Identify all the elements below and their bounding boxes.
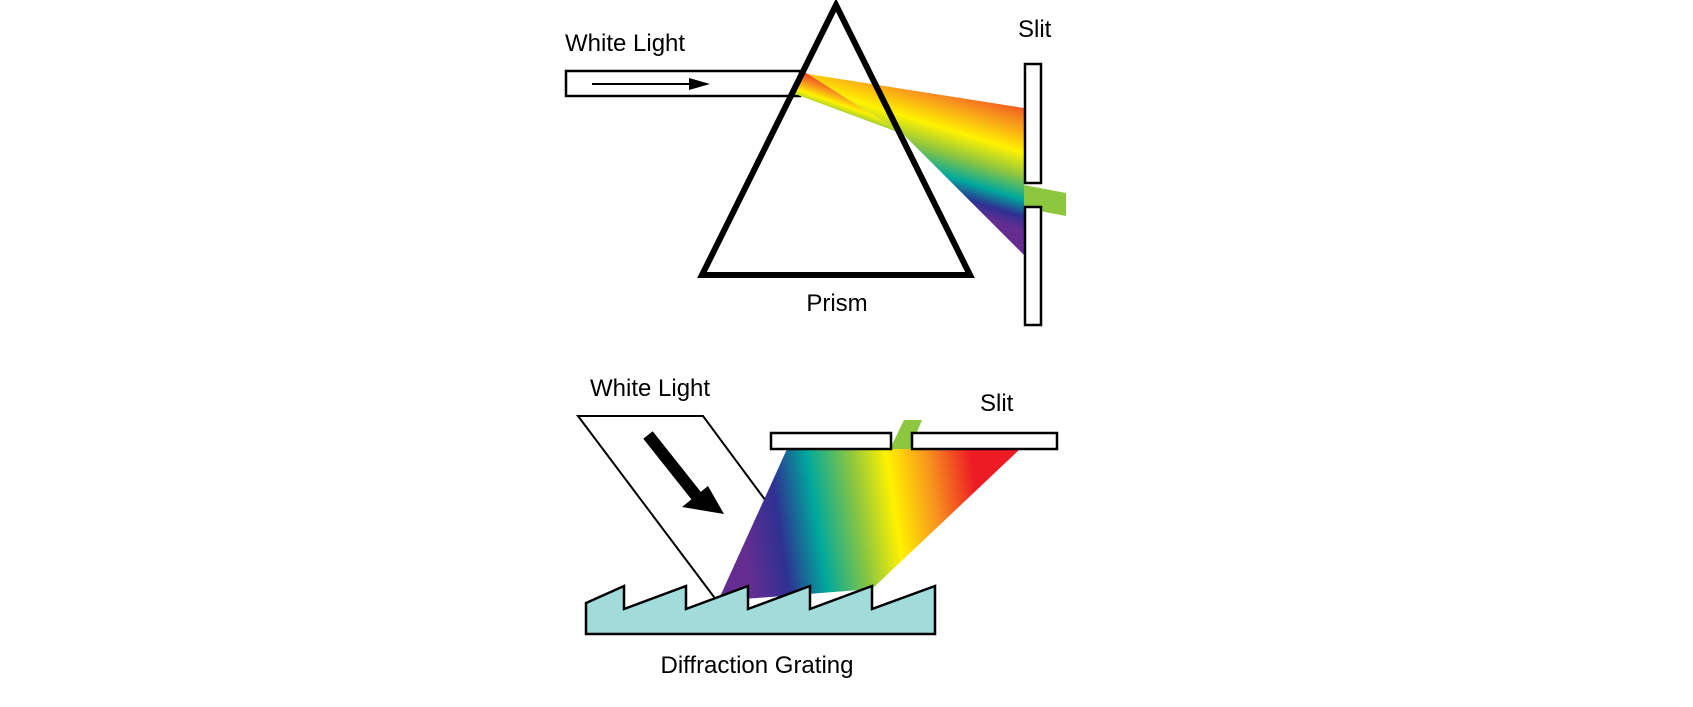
grating-white-light-label: White Light — [590, 375, 710, 402]
grating-slit-right-bar — [910, 431, 1059, 451]
prism-slit-label: Slit — [1018, 16, 1052, 43]
prism-label: Prism — [806, 290, 867, 317]
grating-diagram: White Light Slit Diffraction Grating — [575, 375, 1059, 679]
grating-transmitted-green-band — [890, 420, 922, 449]
prism-white-light-label: White Light — [565, 30, 685, 57]
grating-light-direction-arrow — [643, 431, 724, 514]
prism-internal-spectrum — [795, 72, 903, 134]
prism-light-direction-arrow — [592, 78, 710, 90]
prism-exit-spectrum-fan — [808, 74, 1024, 255]
prism-slit-lower-bar — [1023, 205, 1043, 327]
prism-slit-upper-bar — [1023, 62, 1043, 185]
grating-diffracted-spectrum-fan — [718, 449, 1020, 601]
diffraction-grating-label: Diffraction Grating — [661, 652, 854, 679]
grating-slit-label: Slit — [980, 390, 1014, 417]
prism-shape — [697, 0, 975, 278]
prism-diagram: White Light Slit Prism — [564, 0, 1066, 327]
grating-slit-left-bar — [769, 431, 893, 451]
diffraction-grating-shape — [584, 584, 937, 636]
